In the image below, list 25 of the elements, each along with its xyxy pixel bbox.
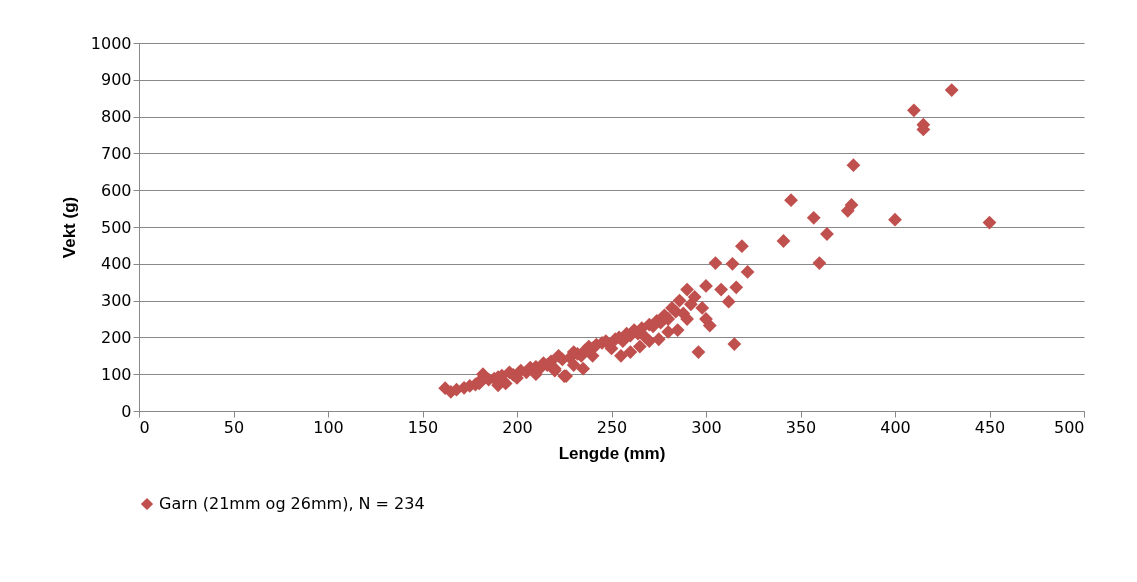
y-tick-label: 400	[100, 254, 132, 274]
x-tick-label: 350	[785, 417, 817, 437]
y-tick-label: 100	[100, 364, 132, 384]
x-tick-label: 50	[223, 417, 245, 437]
x-tick-label: 200	[502, 417, 533, 437]
x-axis-title: Lengde (mm)	[558, 443, 666, 463]
y-tick-label: 900	[100, 70, 132, 90]
x-tick-label: 0	[139, 417, 150, 437]
x-tick-label: 300	[691, 417, 722, 437]
x-tick-label: 450	[974, 417, 1006, 437]
y-tick-label: 700	[100, 143, 132, 163]
y-tick-label: 1000	[90, 33, 132, 53]
y-axis-title: Vekt (g)	[59, 196, 79, 259]
y-tick-label: 200	[100, 327, 132, 347]
y-tick-label: 800	[100, 107, 132, 127]
y-tick-label: 600	[100, 180, 132, 200]
y-tick-label: 500	[100, 217, 132, 237]
x-tick-label: 400	[880, 417, 911, 437]
y-tick-label: 0	[121, 401, 132, 421]
legend-label: Garn (21mm og 26mm), N = 234	[159, 494, 425, 513]
x-tick-label: 500	[1053, 417, 1085, 437]
x-tick-label: 150	[407, 417, 439, 437]
x-tick-label: 250	[596, 417, 628, 437]
y-tick-label: 300	[100, 291, 132, 311]
x-tick-label: 100	[313, 417, 344, 437]
